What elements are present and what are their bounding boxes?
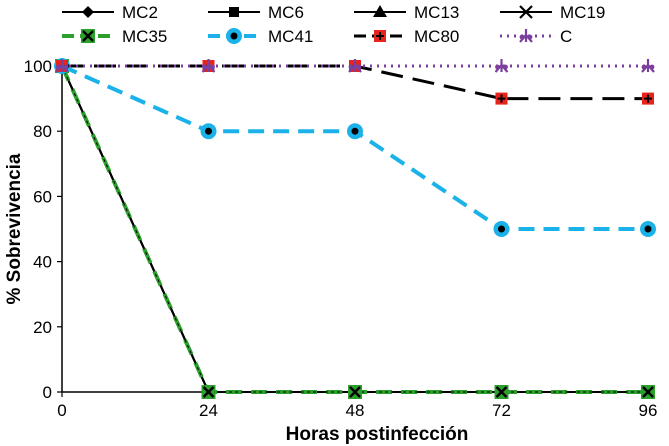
legend-marker xyxy=(519,5,533,19)
legend-entry-mc13: MC13 xyxy=(354,3,459,22)
y-axis-title: % Sobrevivencia xyxy=(4,153,25,304)
y-tick-label: 0 xyxy=(43,383,52,402)
series-line-mc35-inner xyxy=(61,65,648,393)
point-mc35-96 xyxy=(641,385,655,399)
series-mc2 xyxy=(56,60,654,398)
legend-entry-c: C xyxy=(500,27,572,46)
x-axis-title: Horas postinfección xyxy=(286,424,469,445)
axes: 0 20 40 60 80 100 0 24 48 72 96 % Sobrevivencia H… xyxy=(4,57,657,445)
legend-marker xyxy=(374,30,386,42)
legend: MC2 MC6 MC13 MC19 MC35 MC41 MC80 C xyxy=(62,3,605,46)
legend-label: MC6 xyxy=(268,3,304,22)
x-tick-label: 0 xyxy=(57,401,66,420)
series-mc19 xyxy=(55,59,655,399)
point-mc41-48 xyxy=(347,123,363,140)
legend-entry-mc19: MC19 xyxy=(500,3,605,22)
legend-label: MC41 xyxy=(268,27,313,46)
legend-marker xyxy=(81,29,95,43)
x-ticks: 0 24 48 72 96 xyxy=(57,392,657,420)
legend-label: MC13 xyxy=(414,3,459,22)
y-tick-label: 60 xyxy=(33,187,52,206)
legend-label: MC19 xyxy=(560,3,605,22)
legend-label: MC80 xyxy=(414,27,459,46)
series-mc35 xyxy=(55,59,655,399)
legend-marker xyxy=(226,28,242,44)
legend-label: C xyxy=(560,27,572,46)
legend-label: MC35 xyxy=(122,27,167,46)
series-line-mc35 xyxy=(60,65,648,394)
legend-entry-mc80: MC80 xyxy=(354,27,459,46)
series-line-mc13 xyxy=(61,65,648,393)
x-tick-label: 72 xyxy=(492,401,511,420)
point-c-96 xyxy=(641,59,655,73)
y-tick-label: 100 xyxy=(24,57,52,76)
y-tick-label: 40 xyxy=(33,253,52,272)
legend-marker xyxy=(229,7,239,17)
point-c-24 xyxy=(201,59,216,73)
series-c xyxy=(55,59,655,73)
legend-entry-mc2: MC2 xyxy=(62,3,158,22)
legend-label: MC2 xyxy=(122,3,158,22)
point-mc41-96 xyxy=(640,221,656,237)
point-mc80-96 xyxy=(642,92,654,105)
legend-entry-mc35: MC35 xyxy=(62,27,167,46)
series-line-mc19 xyxy=(61,65,648,393)
x-tick-label: 48 xyxy=(346,401,365,420)
x-tick-label: 96 xyxy=(639,401,658,420)
series-mc41 xyxy=(54,58,656,237)
legend-marker xyxy=(82,6,94,18)
y-tick-label: 80 xyxy=(33,122,52,141)
legend-marker xyxy=(373,5,387,17)
point-mc35-48 xyxy=(348,385,362,399)
x-tick-label: 24 xyxy=(199,401,218,420)
plot-area xyxy=(54,58,656,399)
point-mc35-24 xyxy=(201,385,216,399)
series-mc6 xyxy=(57,61,653,397)
point-c-48 xyxy=(348,59,362,73)
legend-entry-mc41: MC41 xyxy=(208,27,313,46)
legend-entry-mc6: MC6 xyxy=(208,3,304,22)
series-mc13 xyxy=(55,59,655,397)
point-mc41-72 xyxy=(493,221,510,237)
series-line-mc2 xyxy=(61,65,648,393)
point-mc41-24 xyxy=(200,123,217,140)
series-line-mc6 xyxy=(61,65,648,393)
point-mc80-72 xyxy=(495,92,508,105)
point-c-72 xyxy=(494,59,509,73)
point-mc35-72 xyxy=(494,385,509,399)
point-c-0 xyxy=(55,59,69,73)
y-tick-label: 20 xyxy=(33,318,52,337)
series-line-mc41 xyxy=(61,64,648,231)
legend-marker xyxy=(519,29,533,43)
y-ticks: 0 20 40 60 80 100 xyxy=(24,57,62,402)
